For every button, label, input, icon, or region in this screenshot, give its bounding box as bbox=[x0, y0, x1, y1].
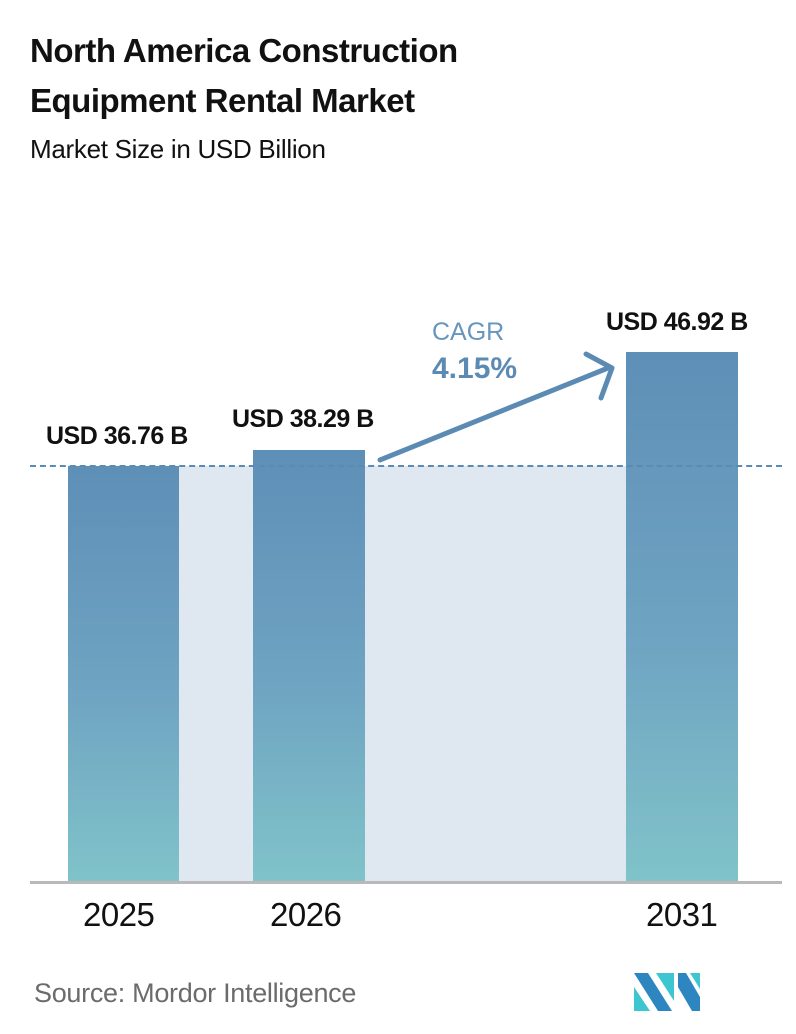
x-label-2025: 2025 bbox=[83, 896, 155, 933]
chart-title: North America Construction Equipment Ren… bbox=[30, 26, 458, 126]
bar-2025[interactable] bbox=[68, 466, 179, 882]
background-band bbox=[365, 466, 626, 882]
x-axis-baseline bbox=[30, 881, 782, 884]
cagr-value: 4.15% bbox=[432, 352, 518, 385]
x-label-2031: 2031 bbox=[646, 896, 718, 933]
value-label-2031: USD 46.92 B bbox=[606, 308, 748, 336]
value-label-2025: USD 36.76 B bbox=[46, 422, 188, 450]
mordor-intelligence-logo-icon bbox=[634, 973, 700, 1011]
cagr-label: CAGR bbox=[432, 318, 505, 346]
background-band bbox=[179, 466, 253, 882]
source-text: Source: Mordor Intelligence bbox=[34, 978, 357, 1008]
reference-dashed-line bbox=[30, 465, 782, 467]
x-label-2026: 2026 bbox=[270, 896, 342, 933]
title-line-2: Equipment Rental Market bbox=[30, 82, 415, 119]
value-label-2026: USD 38.29 B bbox=[232, 405, 374, 433]
chart-subtitle: Market Size in USD Billion bbox=[30, 134, 326, 164]
title-line-1: North America Construction bbox=[30, 32, 458, 69]
bar-2026[interactable] bbox=[253, 450, 365, 882]
bar-2031[interactable] bbox=[626, 352, 738, 882]
